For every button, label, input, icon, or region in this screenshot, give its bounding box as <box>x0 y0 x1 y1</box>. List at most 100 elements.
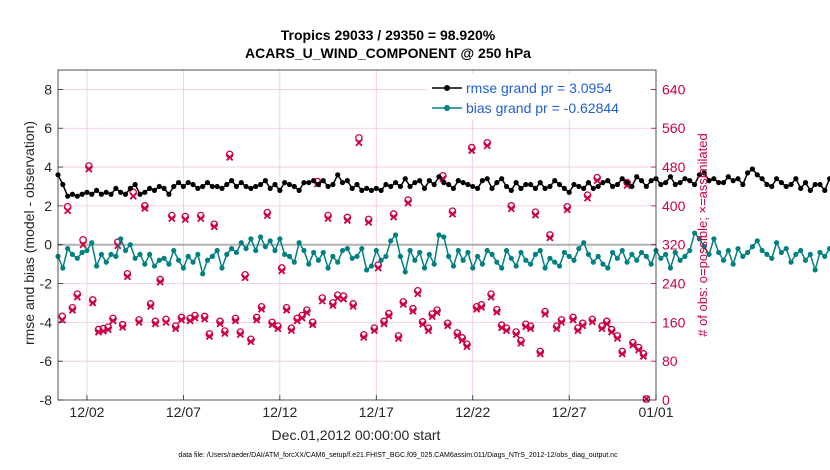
bias-point-151 <box>783 245 789 252</box>
rmse-point-52 <box>306 179 312 186</box>
rmse-line <box>57 167 830 198</box>
rmse-point-157 <box>812 181 818 188</box>
bias-point-137 <box>716 249 722 256</box>
assimilated-obs-point-71 <box>418 320 427 328</box>
rmse-point-139 <box>725 174 731 180</box>
assimilated-obs-point-68 <box>404 199 412 207</box>
y-left-tick-label-4: 0 <box>44 237 52 253</box>
x-tick-label-5: 12/27 <box>552 404 587 420</box>
bias-point-74 <box>412 257 418 263</box>
rmse-point-91 <box>494 179 500 186</box>
rmse-point-159 <box>822 187 828 193</box>
bias-point-4 <box>74 255 80 261</box>
bias-point-125 <box>658 255 664 261</box>
assimilated-obs-point-101 <box>569 316 577 324</box>
y-left-tick-label-7: 6 <box>44 120 52 136</box>
assimilated-obs-point-17 <box>146 302 155 310</box>
assimilated-obs-point-45 <box>287 326 296 335</box>
rmse-point-53 <box>310 178 317 184</box>
rmse-point-140 <box>730 178 736 184</box>
rmse-point-79 <box>436 174 442 180</box>
rmse-point-135 <box>706 178 712 184</box>
rmse-point-32 <box>209 183 215 190</box>
rmse-point-116 <box>614 181 621 188</box>
bias-point-47 <box>282 251 288 258</box>
assimilated-obs-point-77 <box>448 210 457 218</box>
assimilated-obs-point-83 <box>477 303 486 311</box>
assimilated-obs-point-76 <box>444 322 452 330</box>
bias-point-6 <box>84 247 90 254</box>
assimilated-obs-point-0 <box>58 316 66 324</box>
bias-point-15 <box>127 242 133 248</box>
rmse-point-31 <box>204 179 211 186</box>
bias-point-143 <box>745 249 751 256</box>
bias-point-81 <box>446 253 452 259</box>
assimilated-obs-point-49 <box>308 321 317 329</box>
bias-point-77 <box>426 251 432 258</box>
rmse-point-112 <box>595 183 601 190</box>
assimilated-obs-point-42 <box>274 325 282 333</box>
assimilated-obs-point-34 <box>231 317 240 325</box>
assimilated-obs-point-29 <box>205 332 214 341</box>
bias-point-43 <box>262 244 268 250</box>
rmse-point-141 <box>735 176 741 182</box>
rmse-point-66 <box>373 185 379 192</box>
assimilated-obs-point-56 <box>343 216 351 225</box>
rmse-point-154 <box>798 185 804 192</box>
bias-point-156 <box>807 251 813 258</box>
rmse-point-75 <box>417 178 423 184</box>
assimilated-obs-point-26 <box>191 314 199 322</box>
rmse-point-23 <box>166 191 172 197</box>
bias-point-157 <box>812 267 818 273</box>
rmse-point-44 <box>267 185 273 192</box>
rmse-point-15 <box>127 185 133 192</box>
bias-point-1 <box>60 265 66 271</box>
bias-point-110 <box>585 251 592 258</box>
bias-line <box>57 231 830 277</box>
rmse-point-46 <box>277 187 283 193</box>
assimilated-obs-point-10 <box>109 317 117 325</box>
rmse-point-125 <box>658 181 664 188</box>
rmse-point-132 <box>691 181 698 188</box>
bias-point-26 <box>180 265 186 271</box>
bias-point-67 <box>378 257 384 263</box>
rmse-point-143 <box>745 170 751 176</box>
assimilated-obs-point-88 <box>502 326 511 335</box>
x-axis-label: Dec.01,2012 00:00:00 start <box>272 427 441 443</box>
rmse-point-40 <box>248 185 254 192</box>
bias-point-48 <box>286 253 293 259</box>
bias-point-56 <box>325 265 331 271</box>
assimilated-obs-point-41 <box>268 321 276 329</box>
possible-obs-point-58 <box>355 134 363 142</box>
bias-point-145 <box>754 238 760 244</box>
assimilated-obs-point-13 <box>123 273 132 281</box>
rmse-point-99 <box>532 185 539 192</box>
rmse-point-55 <box>320 178 326 184</box>
rmse-point-87 <box>474 185 481 192</box>
assimilated-obs-point-25 <box>186 317 194 325</box>
bias-point-23 <box>166 261 172 267</box>
x-tick-label-2: 12/12 <box>262 404 297 420</box>
assimilated-obs-point-65 <box>390 213 398 221</box>
bias-point-18 <box>142 261 148 267</box>
bias-point-72 <box>402 269 408 275</box>
y-right-tick-label-5: 400 <box>662 198 686 214</box>
rmse-point-13 <box>118 189 124 195</box>
rmse-point-18 <box>142 189 148 195</box>
legend-bias-label: bias grand pr = -0.62844 <box>466 100 619 116</box>
bias-point-158 <box>817 249 823 256</box>
bias-point-114 <box>605 265 611 271</box>
assimilated-obs-point-6 <box>89 299 97 307</box>
assimilated-obs-point-67 <box>399 300 407 309</box>
assimilated-obs-point-63 <box>380 320 388 328</box>
rmse-point-148 <box>769 183 775 190</box>
rmse-point-14 <box>122 191 129 197</box>
assimilated-obs-point-19 <box>156 278 164 286</box>
assimilated-obs-point-116 <box>642 395 650 403</box>
bias-point-136 <box>711 236 717 242</box>
rmse-point-19 <box>147 185 153 192</box>
bias-point-5 <box>79 249 85 256</box>
rmse-point-33 <box>214 183 220 190</box>
chart-title-line-2: ACARS_U_WIND_COMPONENT @ 250 hPa <box>245 45 531 61</box>
